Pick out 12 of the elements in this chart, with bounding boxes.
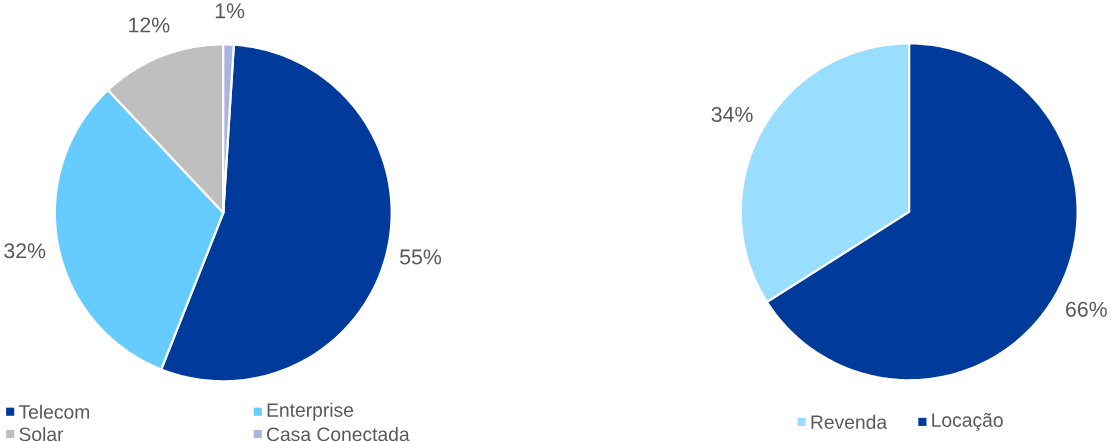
data-label: 55% — [400, 249, 442, 265]
data-label: 66% — [1066, 301, 1107, 317]
legend-label: Casa Conectada — [267, 426, 410, 441]
legend-label: Revenda — [811, 414, 888, 429]
legend-label: Enterprise — [267, 402, 354, 421]
data-label: 32% — [4, 243, 46, 259]
legend-label: Locação — [932, 412, 1003, 431]
legend-label: Telecom — [18, 404, 90, 419]
data-label: 34% — [711, 106, 753, 122]
data-label: 12% — [129, 17, 170, 33]
data-label: 1% — [215, 3, 245, 19]
legend-label: Solar — [19, 426, 64, 441]
